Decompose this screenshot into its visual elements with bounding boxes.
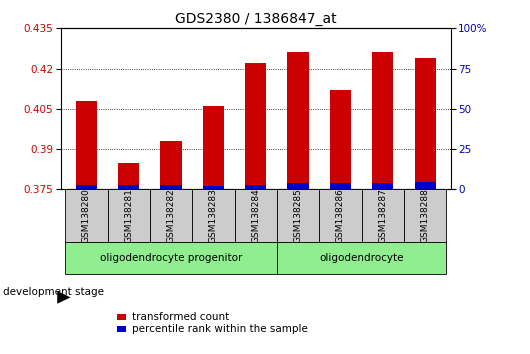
Bar [108, 189, 150, 242]
Bar [245, 184, 266, 189]
Text: GSM138287: GSM138287 [378, 188, 387, 244]
Text: GSM138288: GSM138288 [421, 188, 430, 244]
Text: GSM138286: GSM138286 [336, 188, 345, 244]
Text: GSM138280: GSM138280 [82, 188, 91, 244]
Bar [161, 141, 182, 189]
Text: GSM138283: GSM138283 [209, 188, 218, 244]
Bar [277, 189, 319, 242]
Bar [404, 189, 446, 242]
Bar [161, 185, 182, 189]
Bar [287, 52, 308, 189]
Text: GSM138281: GSM138281 [124, 188, 133, 244]
Bar [65, 242, 277, 274]
Text: development stage: development stage [3, 287, 104, 297]
Bar [245, 63, 266, 189]
Text: oligodendrocyte progenitor: oligodendrocyte progenitor [100, 253, 242, 263]
Bar [150, 189, 192, 242]
Polygon shape [57, 291, 70, 304]
Text: GSM138282: GSM138282 [166, 189, 175, 243]
Text: GSM138284: GSM138284 [251, 189, 260, 243]
Bar [372, 183, 393, 189]
Bar [192, 189, 235, 242]
Bar [76, 101, 97, 189]
Bar [117, 314, 126, 320]
Bar [330, 183, 351, 189]
Bar [361, 189, 404, 242]
Bar [203, 186, 224, 189]
Text: GSM138285: GSM138285 [294, 188, 303, 244]
Bar [287, 183, 308, 189]
Bar [118, 185, 139, 189]
Bar [76, 185, 97, 189]
Bar [277, 242, 446, 274]
Text: transformed count: transformed count [132, 312, 229, 322]
Bar [203, 106, 224, 189]
Bar [414, 58, 436, 189]
Bar [330, 90, 351, 189]
Bar [319, 189, 361, 242]
Title: GDS2380 / 1386847_at: GDS2380 / 1386847_at [175, 12, 337, 26]
Bar [117, 326, 126, 332]
Bar [65, 189, 108, 242]
Text: oligodendrocyte: oligodendrocyte [320, 253, 404, 263]
Text: percentile rank within the sample: percentile rank within the sample [132, 324, 308, 334]
Bar [414, 182, 436, 189]
Bar [235, 189, 277, 242]
Bar [118, 162, 139, 189]
Bar [372, 52, 393, 189]
